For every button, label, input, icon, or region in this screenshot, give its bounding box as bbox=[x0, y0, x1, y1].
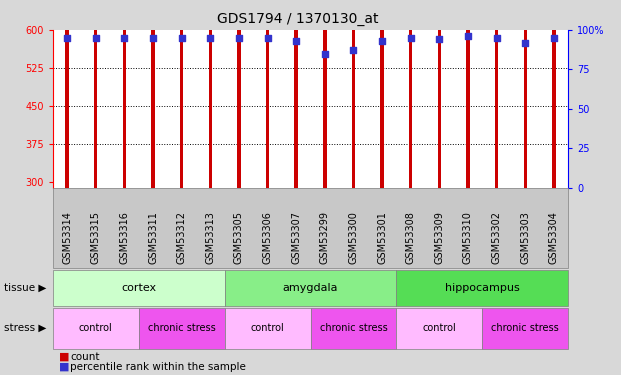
Point bbox=[91, 35, 101, 41]
Text: GSM53302: GSM53302 bbox=[492, 211, 502, 264]
Text: GSM53300: GSM53300 bbox=[348, 211, 358, 264]
Bar bbox=[466, 0, 469, 188]
Point bbox=[463, 33, 473, 39]
Point bbox=[377, 38, 387, 44]
Bar bbox=[123, 0, 126, 188]
Point bbox=[148, 35, 158, 41]
Point bbox=[206, 35, 215, 41]
Text: GSM53309: GSM53309 bbox=[434, 211, 445, 264]
Text: GSM53308: GSM53308 bbox=[406, 211, 415, 264]
Point bbox=[435, 36, 445, 42]
Point bbox=[520, 40, 530, 46]
Point bbox=[119, 35, 129, 41]
Text: chronic stress: chronic stress bbox=[148, 323, 215, 333]
Text: hippocampus: hippocampus bbox=[445, 283, 520, 293]
Text: GDS1794 / 1370130_at: GDS1794 / 1370130_at bbox=[217, 12, 379, 26]
Text: GSM53313: GSM53313 bbox=[206, 211, 215, 264]
Bar bbox=[351, 0, 355, 188]
Text: ■: ■ bbox=[59, 352, 70, 362]
Bar bbox=[294, 0, 298, 188]
Text: GSM53316: GSM53316 bbox=[119, 211, 129, 264]
Text: GSM53307: GSM53307 bbox=[291, 211, 301, 264]
Text: GSM53312: GSM53312 bbox=[176, 211, 187, 264]
Point bbox=[492, 35, 502, 41]
Text: GSM53305: GSM53305 bbox=[234, 211, 244, 264]
Bar bbox=[381, 0, 384, 188]
Text: percentile rank within the sample: percentile rank within the sample bbox=[70, 362, 246, 372]
Point bbox=[62, 35, 72, 41]
Point bbox=[348, 48, 358, 54]
Text: control: control bbox=[422, 323, 456, 333]
Text: chronic stress: chronic stress bbox=[320, 323, 388, 333]
Point bbox=[320, 51, 330, 57]
Point bbox=[406, 35, 415, 41]
Point bbox=[177, 35, 187, 41]
Text: GSM53311: GSM53311 bbox=[148, 211, 158, 264]
Text: GSM53314: GSM53314 bbox=[62, 211, 72, 264]
Bar bbox=[323, 29, 327, 188]
Point bbox=[234, 35, 244, 41]
Text: GSM53315: GSM53315 bbox=[91, 211, 101, 264]
Bar bbox=[524, 2, 527, 188]
Text: GSM53299: GSM53299 bbox=[320, 211, 330, 264]
Text: GSM53301: GSM53301 bbox=[377, 211, 387, 264]
Text: ■: ■ bbox=[59, 362, 70, 372]
Bar bbox=[409, 0, 412, 188]
Text: amygdala: amygdala bbox=[283, 283, 338, 293]
Text: count: count bbox=[70, 352, 100, 362]
Bar bbox=[552, 0, 556, 188]
Bar bbox=[495, 0, 498, 188]
Point bbox=[549, 35, 559, 41]
Bar bbox=[65, 0, 69, 188]
Bar bbox=[180, 0, 183, 188]
Text: GSM53310: GSM53310 bbox=[463, 211, 473, 264]
Bar bbox=[152, 0, 155, 188]
Text: stress ▶: stress ▶ bbox=[4, 323, 47, 333]
Bar bbox=[266, 0, 270, 188]
Text: cortex: cortex bbox=[121, 283, 156, 293]
Bar bbox=[209, 0, 212, 188]
Bar bbox=[94, 0, 97, 188]
Text: control: control bbox=[251, 323, 284, 333]
Point bbox=[263, 35, 273, 41]
Bar bbox=[237, 0, 240, 188]
Text: tissue ▶: tissue ▶ bbox=[4, 283, 47, 293]
Bar bbox=[438, 0, 441, 188]
Text: control: control bbox=[79, 323, 112, 333]
Point bbox=[291, 38, 301, 44]
Text: GSM53304: GSM53304 bbox=[549, 211, 559, 264]
Text: GSM53303: GSM53303 bbox=[520, 211, 530, 264]
Text: chronic stress: chronic stress bbox=[491, 323, 559, 333]
Text: GSM53306: GSM53306 bbox=[263, 211, 273, 264]
